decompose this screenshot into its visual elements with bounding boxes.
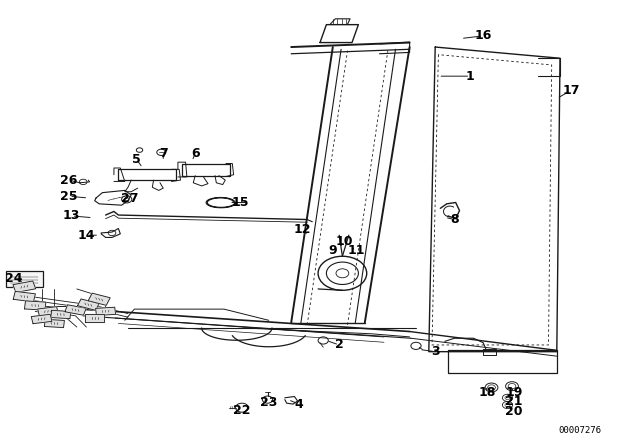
Text: 16: 16 xyxy=(474,29,492,43)
Polygon shape xyxy=(31,314,52,323)
Polygon shape xyxy=(88,293,110,306)
Text: 15: 15 xyxy=(232,196,250,209)
Polygon shape xyxy=(95,307,116,315)
Text: 21: 21 xyxy=(505,395,523,409)
Text: 27: 27 xyxy=(121,192,139,205)
Polygon shape xyxy=(38,307,58,316)
Text: 9: 9 xyxy=(328,244,337,258)
Text: 20: 20 xyxy=(505,405,523,418)
Polygon shape xyxy=(51,310,71,319)
Text: 11: 11 xyxy=(347,244,365,258)
Polygon shape xyxy=(44,319,65,327)
Text: 25: 25 xyxy=(60,190,78,203)
FancyBboxPatch shape xyxy=(6,271,43,287)
Polygon shape xyxy=(13,281,36,293)
Text: 13: 13 xyxy=(63,209,81,223)
Text: 10: 10 xyxy=(335,235,353,249)
Text: 14: 14 xyxy=(77,228,95,242)
Text: 6: 6 xyxy=(191,146,200,160)
Text: 8: 8 xyxy=(450,213,459,226)
Text: 12: 12 xyxy=(293,223,311,236)
Text: 2: 2 xyxy=(335,338,344,352)
Text: 23: 23 xyxy=(260,396,278,409)
Polygon shape xyxy=(85,314,104,322)
Polygon shape xyxy=(65,305,86,315)
Text: 7: 7 xyxy=(159,146,168,160)
Text: 3: 3 xyxy=(431,345,440,358)
Polygon shape xyxy=(24,301,46,310)
Text: 22: 22 xyxy=(233,404,251,418)
Polygon shape xyxy=(77,299,99,310)
Text: 00007276: 00007276 xyxy=(559,426,602,435)
Text: 5: 5 xyxy=(132,152,141,166)
Text: 17: 17 xyxy=(562,84,580,97)
Text: 26: 26 xyxy=(60,173,78,187)
Text: 19: 19 xyxy=(505,386,523,400)
Text: 4: 4 xyxy=(294,397,303,411)
Polygon shape xyxy=(13,291,35,302)
Text: 1: 1 xyxy=(466,69,475,83)
Text: 24: 24 xyxy=(5,272,23,285)
Text: 18: 18 xyxy=(479,386,497,400)
